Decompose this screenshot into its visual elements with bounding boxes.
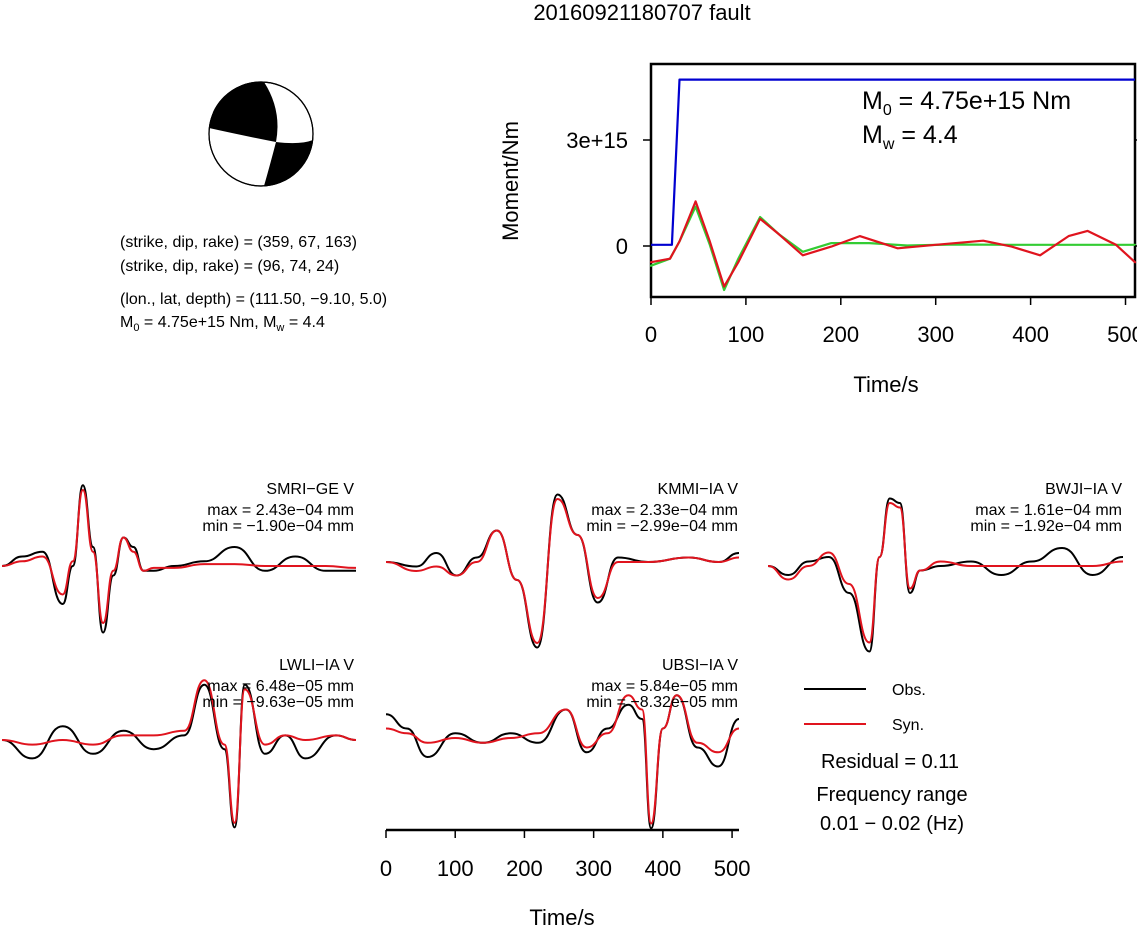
station-min: min = −2.99e−04 mm: [586, 518, 738, 535]
residual-text: Residual = 0.11: [821, 751, 959, 773]
station-max: max = 2.43e−04 mm: [207, 502, 354, 519]
moment-x-tick: 500: [1107, 322, 1137, 347]
moment-y-tick-0: 0: [616, 234, 628, 259]
station-name: BWJI−IA V: [1045, 481, 1122, 498]
synthetic-trace: [1, 489, 357, 624]
moment-m0-annotation: M0 = 4.75e+15 Nm: [862, 87, 1071, 119]
moment-rate-green-line: [649, 205, 1137, 292]
station-max: max = 5.84e−05 mm: [591, 678, 738, 695]
moment-x-tick: 100: [728, 322, 765, 347]
moment-mw-annotation: Mw = 4.4: [862, 121, 958, 153]
observed-trace: [1, 683, 357, 829]
waveform-x-axis: 0 100 200 300 400 500 Time/s: [380, 828, 751, 927]
station-max: max = 1.61e−04 mm: [975, 502, 1122, 519]
mechanism-line-3: (lon., lat, depth) = (111.50, −9.10, 5.0…: [120, 291, 387, 308]
beachball: [208, 81, 314, 187]
station-min: min = −8.32e−05 mm: [586, 694, 738, 711]
legend-obs-label: Obs.: [892, 682, 926, 699]
moment-x-axis: 0 100 200 300 400 500: [645, 297, 1137, 347]
legend: Obs. Syn.: [804, 682, 926, 734]
synthetic-trace: [767, 502, 1124, 644]
moment-y-tick-3e15: 3e+15: [566, 128, 628, 153]
mechanism-line-2: (strike, dip, rake) = (96, 74, 24): [120, 258, 339, 275]
figure-title: 20160921180707 fault: [533, 0, 750, 25]
frequency-range-title: Frequency range: [816, 784, 967, 806]
mechanism-moment-line: M0 = 4.75e+15 Nm, Mw = 4.4: [120, 314, 325, 334]
moment-plot: 0 100 200 300 400 500 0 3e+15 Moment/Nm Time/…: [498, 62, 1137, 397]
station-min: min = −9.63e−05 mm: [202, 694, 354, 711]
frequency-range-value: 0.01 − 0.02 (Hz): [820, 813, 964, 835]
moment-rate-red-line: [649, 200, 1137, 288]
synthetic-trace: [385, 498, 740, 644]
moment-cumulative-line: [651, 78, 1135, 246]
station-max: max = 6.48e−05 mm: [207, 678, 354, 695]
moment-x-tick: 200: [822, 322, 859, 347]
waveform-x-label: Time/s: [529, 905, 594, 927]
station-name: KMMI−IA V: [658, 481, 739, 498]
station-max: max = 2.33e−04 mm: [591, 502, 738, 519]
moment-y-axis: 0 3e+15: [566, 128, 1137, 259]
waveform-x-tick: 200: [506, 856, 543, 881]
legend-syn-label: Syn.: [892, 717, 924, 734]
moment-x-tick: 300: [917, 322, 954, 347]
waveform-x-tick: 100: [437, 856, 474, 881]
moment-plot-frame: [649, 62, 1137, 299]
synthetic-trace: [385, 694, 740, 825]
moment-y-label: Moment/Nm: [498, 121, 523, 241]
waveform-x-tick: 500: [714, 856, 751, 881]
station-min: min = −1.90e−04 mm: [202, 518, 354, 535]
moment-x-label: Time/s: [853, 372, 918, 397]
station-name: SMRI−GE V: [266, 481, 354, 498]
moment-series: [649, 78, 1137, 292]
station-name: UBSI−IA V: [662, 657, 738, 674]
station-name: LWLI−IA V: [279, 657, 354, 674]
waveform-x-tick: 300: [575, 856, 612, 881]
mechanism-line-1: (strike, dip, rake) = (359, 67, 163): [120, 234, 357, 251]
mechanism-parameters: (strike, dip, rake) = (359, 67, 163) (st…: [120, 234, 387, 334]
waveform-x-tick: 400: [645, 856, 682, 881]
moment-x-tick: 0: [645, 322, 657, 347]
moment-x-tick: 400: [1012, 322, 1049, 347]
waveform-x-tick: 0: [380, 856, 392, 881]
station-min: min = −1.92e−04 mm: [970, 518, 1122, 535]
synthetic-trace: [1, 679, 357, 824]
